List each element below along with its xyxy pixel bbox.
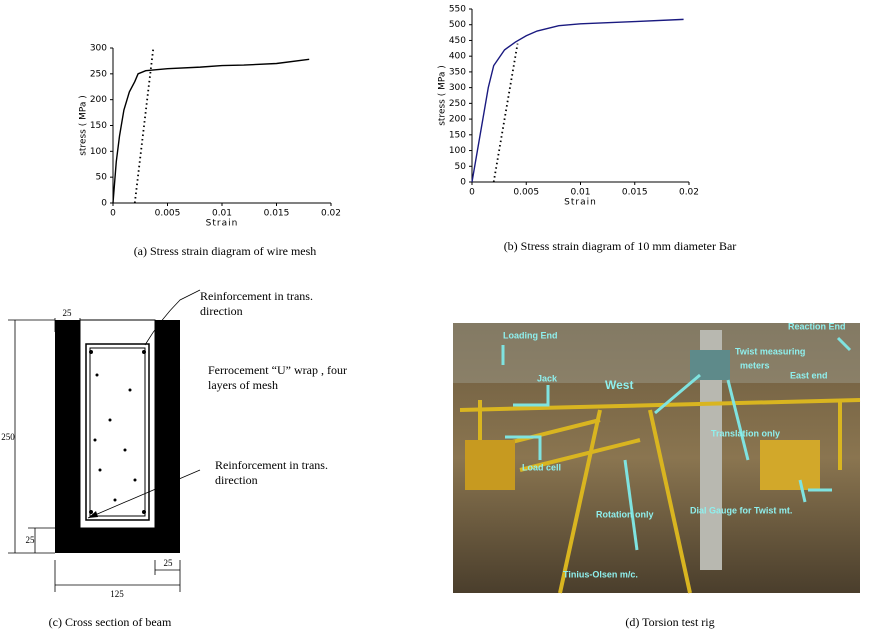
photo-label: Jack: [537, 373, 558, 383]
y-tick-label: 100: [449, 146, 466, 156]
y-tick-label: 150: [90, 121, 107, 131]
x-tick-label: 0.005: [513, 188, 539, 198]
label: layers of mesh: [208, 378, 278, 392]
photo-label: Loading End: [503, 330, 558, 340]
x-tick-label: 0: [110, 209, 116, 219]
x-tick-label: 0.005: [155, 209, 181, 219]
y-tick-label: 350: [449, 67, 466, 77]
y-tick-label: 50: [455, 162, 467, 172]
photo-label: Reaction End: [788, 321, 846, 331]
caption: (d) Torsion test rig: [625, 615, 714, 629]
photo-label: Load cell: [522, 462, 561, 472]
y-tick-label: 200: [90, 95, 107, 105]
dimension: 25: [26, 535, 36, 545]
caption: (c) Cross section of beam: [49, 615, 172, 629]
photo-label: Rotation only: [596, 509, 654, 519]
dimension: 25: [164, 558, 174, 568]
dimension: 25: [63, 308, 73, 318]
photo-label: Twist measuring: [735, 346, 805, 356]
caption: (a) Stress strain diagram of wire mesh: [134, 244, 317, 258]
photo-label: Tinius-Olsen m/c.: [563, 569, 638, 579]
photo-label: meters: [740, 360, 770, 370]
y-axis-label: stress ( MPa ): [79, 95, 89, 156]
y-tick-label: 450: [449, 36, 466, 46]
x-tick-label: 0.015: [622, 188, 648, 198]
photo-label: East end: [790, 370, 828, 380]
y-tick-label: 200: [449, 115, 466, 125]
y-tick-label: 300: [90, 44, 107, 54]
label: Ferrocement “U” wrap , four: [208, 363, 347, 377]
photo-label: West: [605, 378, 633, 392]
line: [492, 43, 519, 183]
y-tick-label: 400: [449, 52, 466, 62]
x-tick-label: 0.02: [679, 188, 699, 198]
dimension: 125: [110, 589, 124, 599]
x-tick-label: 0: [469, 188, 475, 198]
y-tick-label: 550: [449, 5, 466, 15]
y-tick-label: 300: [449, 83, 466, 93]
line: [471, 18, 684, 183]
dimension: 250: [1, 432, 15, 442]
y-tick-label: 250: [449, 99, 466, 109]
x-tick-label: 0.01: [212, 209, 232, 219]
y-tick-label: 0: [460, 178, 466, 188]
photo-label: Dial Gauge for Twist mt.: [690, 505, 792, 515]
line: [112, 58, 310, 204]
x-tick-label: 0.02: [321, 209, 341, 219]
x-tick-label: 0.01: [570, 188, 590, 198]
y-axis-label: stress ( MPa ): [438, 65, 448, 126]
x-axis-label: Strain: [564, 198, 597, 208]
y-tick-label: 150: [449, 130, 466, 140]
y-tick-label: 500: [449, 20, 466, 30]
x-axis-label: Strain: [206, 219, 239, 229]
label: direction: [215, 473, 258, 487]
x-tick-label: 0.015: [264, 209, 290, 219]
label: direction: [200, 304, 243, 318]
caption: (b) Stress strain diagram of 10 mm diame…: [504, 239, 737, 253]
y-tick-label: 250: [90, 69, 107, 79]
y-tick-label: 100: [90, 147, 107, 157]
photo: [453, 323, 861, 594]
y-tick-label: 0: [101, 199, 107, 209]
photo-label: Translation only: [711, 428, 780, 438]
label: Reinforcement in trans.: [200, 289, 313, 303]
y-tick-label: 50: [96, 173, 108, 183]
label: Reinforcement in trans.: [215, 458, 328, 472]
cross-section: [8, 289, 201, 592]
